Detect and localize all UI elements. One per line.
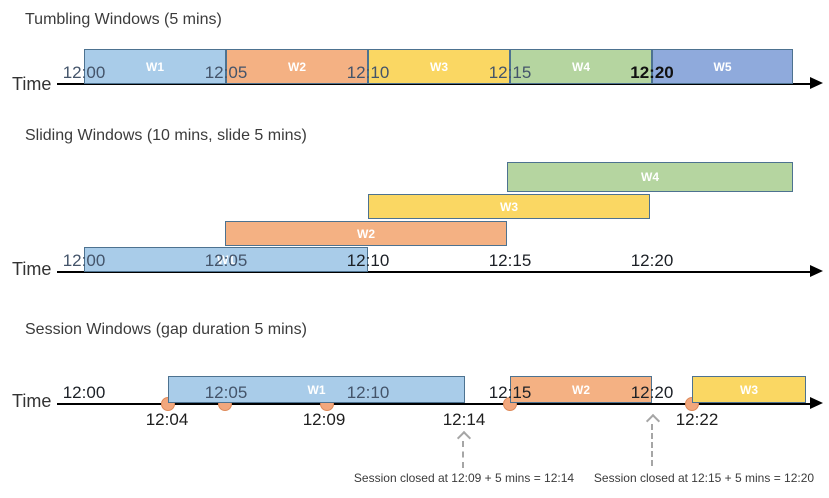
window-bar-tumbling-w5 [652,49,793,84]
tick-label-tumbling-4: 12:20 [630,63,674,82]
window-label-sliding-w2: W2 [357,226,375,241]
time-axis-label-sliding: Time [12,259,52,279]
tick-label-tumbling-2: 12:10 [346,63,390,82]
window-bar-tumbling-w1 [84,49,226,84]
window-label-tumbling-w3: W3 [430,59,448,74]
window-label-tumbling-w2: W2 [288,59,306,74]
window-bar-tumbling-w3 [368,49,510,84]
closure-arrowhead-0 [456,430,472,446]
window-label-sliding-w4: W4 [641,170,659,184]
tick-label-tumbling-0: 12:00 [62,63,106,82]
window-bar-session-w2 [510,376,652,403]
tick-label-session-3: 12:15 [488,383,532,402]
time-axis-arrowhead-sliding [810,265,823,277]
window-bar-sliding-w1 [84,247,368,272]
window-label-session-w3: W3 [740,382,758,397]
window-bar-tumbling-w4 [510,49,652,84]
time-axis-arrowhead-session [810,397,823,409]
tick-label-sliding-0: 12:00 [62,251,106,270]
time-axis-line-tumbling [57,83,810,85]
tick-label-session-1: 12:05 [204,383,248,402]
window-label-sliding-w1: W1 [217,252,235,267]
tick-label-session-2: 12:10 [346,383,390,402]
window-bar-session-w1 [168,376,465,403]
tick-label-tumbling-3: 12:15 [488,63,532,82]
event-time-label-2: 12:14 [442,410,486,429]
window-label-tumbling-w4: W4 [572,59,590,74]
closure-arrow-stem-0 [462,441,464,468]
time-axis-line-session [57,403,810,405]
event-time-label-3: 12:22 [675,410,719,429]
event-time-label-0: 12:04 [145,410,189,429]
section-title-tumbling: Tumbling Windows (5 mins) [25,11,222,28]
closure-arrow-stem-1 [651,424,653,466]
window-label-tumbling-w1: W1 [146,59,164,74]
session-closed-annotation-0: Session closed at 12:09 + 5 mins = 12:14 [353,471,575,485]
section-title-session: Session Windows (gap duration 5 mins) [25,321,307,338]
window-bar-session-w3 [692,376,806,403]
window-label-tumbling-w5: W5 [713,59,732,74]
time-axis-arrowhead-tumbling [810,77,823,89]
window-bar-sliding-w2 [225,221,507,246]
tick-label-sliding-3: 12:15 [488,251,532,270]
window-label-session-w2: W2 [572,382,590,397]
time-axis-label-tumbling: Time [12,74,52,94]
tick-label-session-0: 12:00 [62,383,106,402]
window-bar-sliding-w3 [368,194,650,219]
tick-label-session-4: 12:20 [630,383,674,402]
window-bar-sliding-w4 [507,162,793,192]
window-label-sliding-w3: W3 [500,199,518,214]
tick-label-sliding-2: 12:10 [346,251,390,270]
tick-label-sliding-4: 12:20 [630,251,674,270]
tick-label-sliding-1: 12:05 [204,251,248,270]
time-axis-line-sliding [57,271,810,273]
event-time-label-1: 12:09 [302,410,346,429]
session-closed-annotation-1: Session closed at 12:15 + 5 mins = 12:20 [593,471,815,485]
window-label-session-w1: W1 [307,382,326,397]
window-bar-tumbling-w2 [226,49,368,84]
section-title-sliding: Sliding Windows (10 mins, slide 5 mins) [25,127,307,144]
tick-label-tumbling-1: 12:05 [204,63,248,82]
time-axis-label-session: Time [12,391,52,411]
closure-arrowhead-1 [645,413,661,429]
